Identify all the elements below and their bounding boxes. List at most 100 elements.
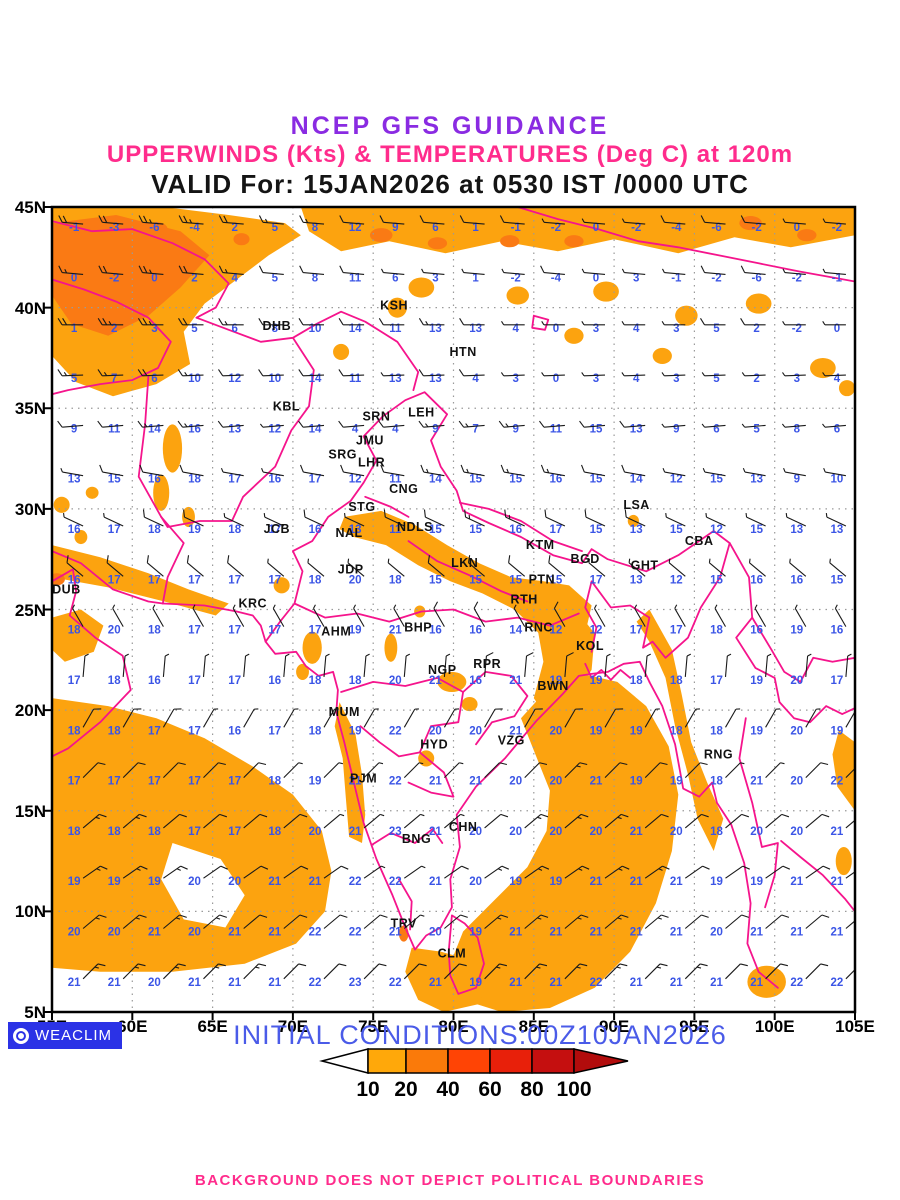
barb-glyph [98, 215, 124, 225]
wind-barb: 3 [581, 372, 606, 385]
barb-glyph [845, 653, 852, 677]
temp-value: 17 [228, 826, 241, 838]
barb-glyph [467, 555, 485, 577]
city-label: CHN [449, 820, 478, 834]
wind-barb: 17 [228, 653, 250, 687]
barb-glyph [419, 215, 445, 225]
temp-value: 21 [630, 977, 643, 989]
barb-glyph [82, 865, 108, 879]
temp-value: 14 [349, 323, 362, 335]
wind-barb: 17 [228, 813, 268, 838]
barb-glyph [267, 558, 285, 577]
barb-glyph [122, 653, 129, 677]
wind-barb: 13 [624, 509, 646, 536]
wind-barb: 19 [349, 708, 379, 737]
wind-barb: 2 [97, 318, 124, 335]
barb-glyph [163, 762, 186, 778]
temp-value: 21 [509, 927, 522, 939]
city-label: SRN [362, 409, 390, 423]
barb-glyph [299, 265, 325, 275]
barb-glyph [72, 604, 84, 627]
wind-barb: 22 [389, 762, 424, 788]
wind-barb: 21 [509, 652, 534, 687]
barb-glyph [112, 604, 124, 627]
temp-value: 16 [68, 524, 81, 536]
temp-value: 16 [509, 524, 522, 536]
temp-value: 16 [268, 675, 281, 687]
temp-value: 16 [750, 625, 763, 637]
wind-barb: 12 [259, 423, 284, 435]
temp-value: 20 [509, 826, 522, 838]
barb-glyph [203, 865, 228, 879]
barb-glyph [765, 914, 790, 929]
temp-value: 10 [188, 373, 201, 385]
temp-value: 5 [753, 423, 760, 435]
wind-barb: 16 [148, 653, 170, 687]
temp-value: 18 [670, 725, 683, 737]
temp-value: 16 [831, 625, 844, 637]
temp-value: 14 [309, 373, 322, 385]
barb-glyph [741, 423, 766, 428]
temperature-colorbar: 10 20 40 60 80 100 [319, 1048, 629, 1101]
wind-barb: 21 [670, 865, 710, 888]
temp-value: 17 [309, 474, 322, 486]
temp-value: 19 [509, 876, 522, 888]
barb-glyph [338, 369, 365, 377]
wind-barb: 13 [217, 420, 244, 435]
wind-barb: 16 [831, 604, 847, 637]
wind-barb: -1 [822, 268, 846, 284]
temp-value: 12 [670, 474, 683, 486]
city-label: CBA [685, 534, 714, 548]
wind-barb: 15 [500, 464, 525, 486]
barb-glyph [725, 914, 750, 929]
temp-value: 21 [268, 927, 281, 939]
barb-glyph [163, 813, 187, 829]
barb-glyph [504, 509, 525, 527]
wind-barb: 18 [108, 813, 147, 838]
temp-value: 13 [831, 524, 844, 536]
temp-value: 19 [831, 725, 844, 737]
barb-glyph [464, 509, 485, 527]
temp-value: 0 [834, 323, 840, 335]
wind-barb: 16 [748, 558, 766, 586]
barb-glyph [765, 813, 790, 829]
wind-barb: -2 [700, 265, 726, 284]
page-title: NCEP GFS GUIDANCE [290, 112, 610, 140]
boundary-line [52, 278, 172, 396]
barb-glyph [106, 555, 124, 577]
temp-value: -2 [792, 323, 802, 335]
temp-value: 18 [68, 826, 81, 838]
barb-glyph [500, 464, 525, 477]
wind-barb: 19 [108, 865, 148, 888]
barb-glyph [461, 268, 485, 275]
wind-barb: 5 [701, 372, 726, 385]
barb-glyph [307, 558, 325, 577]
wind-barb: 4 [218, 265, 244, 284]
barb-glyph [403, 708, 419, 728]
temp-value: 16 [268, 474, 281, 486]
temp-value: 13 [389, 373, 402, 385]
wind-barb: 21 [68, 963, 106, 989]
wind-barb: 17 [188, 813, 228, 838]
temp-value: 19 [630, 776, 643, 788]
barb-glyph [202, 653, 210, 677]
temp-value: 20 [108, 927, 121, 939]
shading-spot-dark [369, 228, 393, 243]
temp-value: 21 [670, 977, 683, 989]
barb-glyph [82, 653, 89, 677]
lat-tick-label: 20N [14, 701, 46, 721]
temp-value: 18 [148, 524, 161, 536]
temp-value: 5 [191, 323, 198, 335]
wind-barb: 13 [344, 512, 365, 536]
temp-value: 21 [831, 927, 844, 939]
temp-value: 16 [148, 474, 161, 486]
city-label: VZG [498, 733, 525, 747]
wind-barb: 17 [103, 512, 124, 536]
barb-glyph [363, 914, 388, 929]
temp-value: 9 [512, 423, 518, 435]
barb-glyph [541, 372, 565, 377]
barb-glyph [740, 318, 766, 326]
temp-value: 11 [389, 474, 402, 486]
wind-barb: 21 [429, 762, 464, 788]
wind-barb: -2 [98, 265, 124, 284]
